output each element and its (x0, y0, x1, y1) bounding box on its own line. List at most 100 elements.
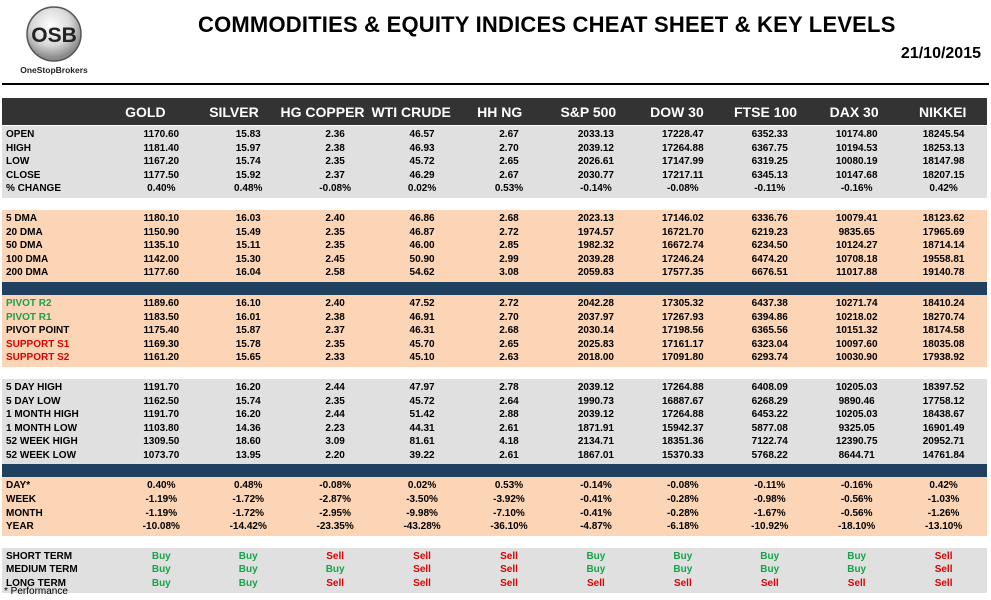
value-cell: 10097.60 (835, 338, 878, 350)
value-cell: 6268.29 (751, 395, 788, 407)
value-cell: 17264.88 (661, 409, 704, 421)
value-cell: 9325.05 (838, 422, 875, 434)
value-cell: -1.72% (232, 507, 265, 519)
table-row: HIGH 1181.40 15.97 2.38 46.93 2.70 2039.12 1726… (2, 142, 987, 156)
value-cell: 1170.60 (143, 129, 180, 140)
value-cell: 2.36 (325, 129, 345, 140)
value-cell: 18147.98 (922, 156, 965, 168)
value-cell: 10079.41 (835, 212, 878, 224)
row-label: 1 MONTH LOW (6, 422, 78, 434)
value-cell: 18351.36 (661, 436, 704, 448)
table-row: DAY* 0.40% 0.48% -0.08% 0.02% 0.53% -0.14% -0.0… (2, 479, 987, 493)
value-cell: 16.20 (235, 381, 261, 393)
column-header: WTI CRUDE (371, 103, 451, 120)
value-cell: 2042.28 (577, 297, 614, 309)
section-gap (2, 535, 987, 548)
value-cell: 15370.33 (661, 449, 704, 461)
value-cell: Sell (934, 550, 953, 562)
value-cell: 14.36 (235, 422, 261, 434)
value-cell: 18714.14 (922, 240, 965, 252)
value-cell: 46.00 (409, 240, 435, 252)
value-cell: 19558.81 (922, 253, 965, 265)
value-cell: -0.14% (580, 183, 612, 195)
table-row: MEDIUM TERM Buy Buy Buy Sell Sell Buy Buy Buy Buy… (2, 563, 987, 577)
value-cell: 10030.90 (835, 352, 878, 364)
value-cell: 2.35 (325, 240, 345, 252)
value-cell: 17091.80 (661, 352, 704, 364)
value-cell: 46.31 (409, 325, 435, 337)
value-cell: 5768.22 (751, 449, 788, 461)
row-label: HIGH (6, 142, 31, 154)
table-row: WEEK -1.19% -1.72% -2.87% -3.50% -3.92% -0.41%… (2, 493, 987, 507)
value-cell: 10080.19 (835, 156, 878, 168)
section-block: OPEN 1170.60 15.83 2.36 46.57 2.67 2033.13 1722… (2, 126, 987, 198)
page-title: COMMODITIES & EQUITY INDICES CHEAT SHEET… (198, 12, 896, 37)
value-cell: -10.08% (142, 521, 180, 533)
value-cell: 15.65 (235, 352, 261, 364)
value-cell: 47.97 (409, 381, 435, 393)
row-label: YEAR (6, 521, 34, 533)
value-cell: 2.99 (499, 253, 519, 265)
value-cell: 2.38 (325, 311, 345, 323)
value-cell: -0.11% (754, 183, 786, 195)
value-cell: 1871.91 (577, 422, 614, 434)
row-label: 52 WEEK LOW (6, 449, 77, 461)
value-cell: -43.28% (403, 521, 441, 533)
value-cell: 14761.84 (922, 449, 965, 461)
value-cell: 2.58 (325, 267, 345, 279)
row-label: PIVOT POINT (6, 325, 70, 337)
value-cell: 16.20 (235, 409, 261, 421)
value-cell: 0.02% (407, 480, 437, 492)
value-cell: 6474.20 (751, 253, 788, 265)
value-cell: 1183.50 (143, 311, 180, 323)
value-cell: 17264.88 (661, 381, 704, 393)
table-row: 52 WEEK HIGH 1309.50 18.60 3.09 81.61 4.18 213… (2, 435, 987, 449)
value-cell: -10.92% (751, 521, 789, 533)
value-cell: 1169.30 (143, 338, 180, 350)
value-cell: 2.70 (499, 142, 519, 154)
value-cell: 1189.60 (143, 297, 180, 309)
value-cell: 1309.50 (143, 436, 180, 448)
table-row: PIVOT POINT 1175.40 15.87 2.37 46.31 2.68 2030… (2, 324, 987, 338)
value-cell: 2.63 (499, 352, 519, 364)
value-cell: 2.44 (325, 381, 345, 393)
value-cell: 17198.56 (661, 325, 704, 337)
value-cell: 2.68 (499, 325, 519, 337)
value-cell: -0.98% (753, 494, 786, 506)
value-cell: 17965.69 (922, 226, 965, 238)
value-cell: 18270.74 (922, 311, 965, 323)
value-cell: 3.09 (325, 436, 345, 448)
value-cell: Sell (413, 564, 431, 576)
value-cell: 81.61 (409, 436, 435, 448)
value-cell: 17146.02 (661, 212, 704, 224)
value-cell: 15.30 (235, 253, 261, 265)
row-label: 5 DMA (6, 212, 38, 224)
value-cell: 2039.28 (577, 253, 614, 265)
value-cell: 2.88 (499, 409, 519, 421)
value-cell: 10124.27 (835, 240, 878, 252)
column-header: GOLD (125, 103, 166, 120)
value-cell: Buy (238, 550, 258, 562)
value-cell: 18397.52 (922, 381, 965, 393)
value-cell: 2.40 (325, 297, 345, 309)
row-label: LOW (6, 156, 30, 168)
value-cell: 2039.12 (577, 409, 614, 421)
value-cell: 8644.71 (838, 449, 875, 461)
value-cell: Buy (238, 564, 258, 576)
value-cell: -0.56% (840, 507, 873, 519)
value-cell: 13.95 (235, 449, 261, 461)
column-header: HH NG (477, 103, 523, 120)
value-cell: -0.28% (666, 494, 699, 506)
value-cell: 2.64 (499, 395, 519, 407)
value-cell: 16.04 (235, 267, 261, 279)
value-cell: -18.10% (838, 521, 876, 533)
value-cell: 2.38 (325, 142, 345, 154)
value-cell: 2.67 (499, 129, 519, 140)
value-cell: 2039.12 (577, 142, 614, 154)
value-cell: 17305.32 (661, 297, 704, 309)
value-cell: Sell (413, 578, 431, 590)
value-cell: 2.35 (325, 395, 345, 407)
value-cell: -3.92% (493, 494, 525, 506)
value-cell: 18035.08 (922, 338, 965, 350)
value-cell: 18253.13 (922, 142, 965, 154)
